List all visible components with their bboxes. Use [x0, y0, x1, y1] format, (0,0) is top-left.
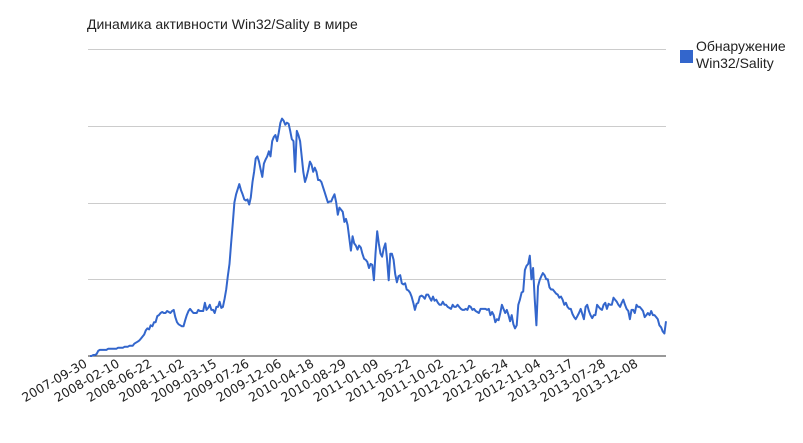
series-line-sality — [90, 117, 667, 357]
gridlines — [88, 49, 666, 280]
x-axis-tick-labels: 2007-09-302008-02-102008-06-222008-11-02… — [19, 356, 640, 405]
chart-title: Динамика активности Win32/Sality в мире — [87, 16, 358, 32]
legend: Обнаружение Win32/Sality — [680, 38, 786, 72]
legend-label-line1: Обнаружение — [696, 38, 786, 54]
legend-label: Обнаружение Win32/Sality — [696, 38, 786, 72]
legend-swatch — [680, 50, 693, 63]
legend-label-line2: Win32/Sality — [696, 55, 774, 71]
